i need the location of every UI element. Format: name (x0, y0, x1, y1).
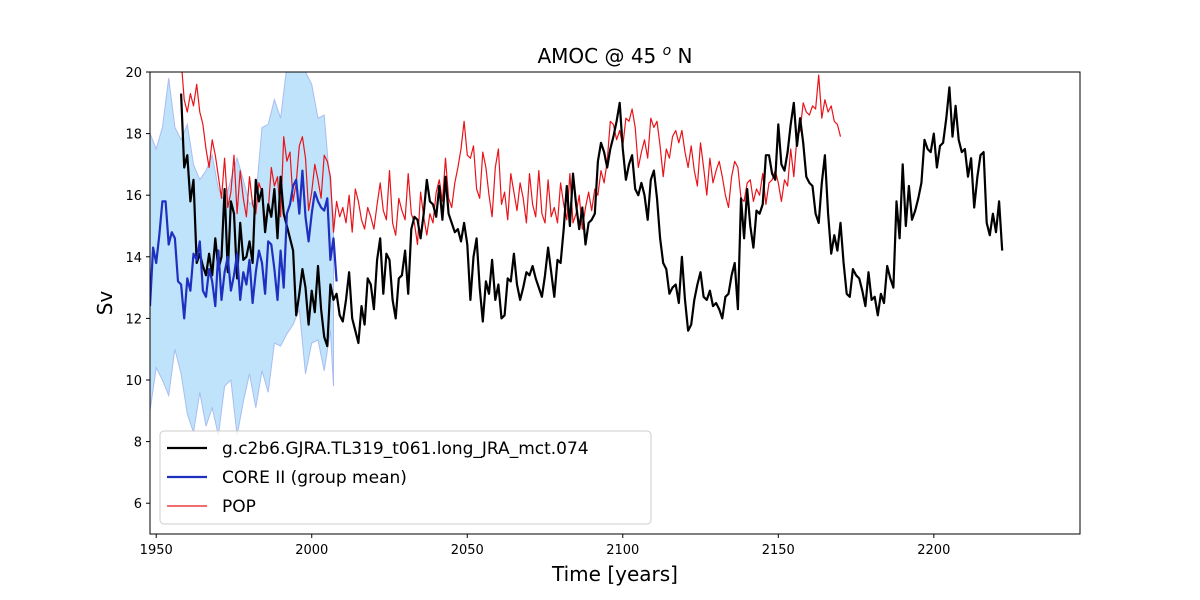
y-axis: 6 8 10 12 14 16 18 20 (125, 66, 150, 512)
x-tick-label: 2150 (762, 543, 795, 558)
series-line-core (150, 169, 338, 320)
y-tick-label: 16 (125, 189, 142, 204)
x-axis: 1950 2000 2050 2100 2150 2200 (140, 534, 950, 558)
y-tick-label: 12 (125, 312, 142, 327)
x-tick-label: 2050 (451, 543, 484, 558)
x-axis-label: Time [years] (551, 562, 678, 586)
legend: g.c2b6.GJRA.TL319_t061.long_JRA_mct.074 … (159, 430, 652, 525)
y-tick-label: 20 (125, 66, 142, 81)
chart-title: AMOC @ 45 o N (537, 43, 692, 68)
y-tick-label: 6 (134, 497, 142, 512)
y-tick-label: 8 (134, 436, 142, 451)
legend-label-core: CORE II (group mean) (222, 468, 407, 488)
series-line-model (180, 86, 1004, 348)
legend-label-model: g.c2b6.GJRA.TL319_t061.long_JRA_mct.074 (222, 439, 589, 459)
x-tick-label: 2000 (295, 543, 328, 558)
series-line-pop (181, 72, 842, 246)
series-layer (150, 72, 1004, 348)
y-tick-label: 14 (125, 251, 142, 266)
plot-frame (149, 71, 1081, 535)
y-tick-label: 18 (125, 128, 142, 143)
legend-label-pop: POP (222, 497, 256, 517)
x-tick-label: 2100 (606, 543, 639, 558)
x-tick-label: 1950 (140, 543, 173, 558)
y-axis-label: Sv (93, 291, 117, 316)
x-tick-label: 2200 (917, 543, 950, 558)
legend-box (159, 430, 652, 525)
y-tick-label: 10 (125, 374, 142, 389)
